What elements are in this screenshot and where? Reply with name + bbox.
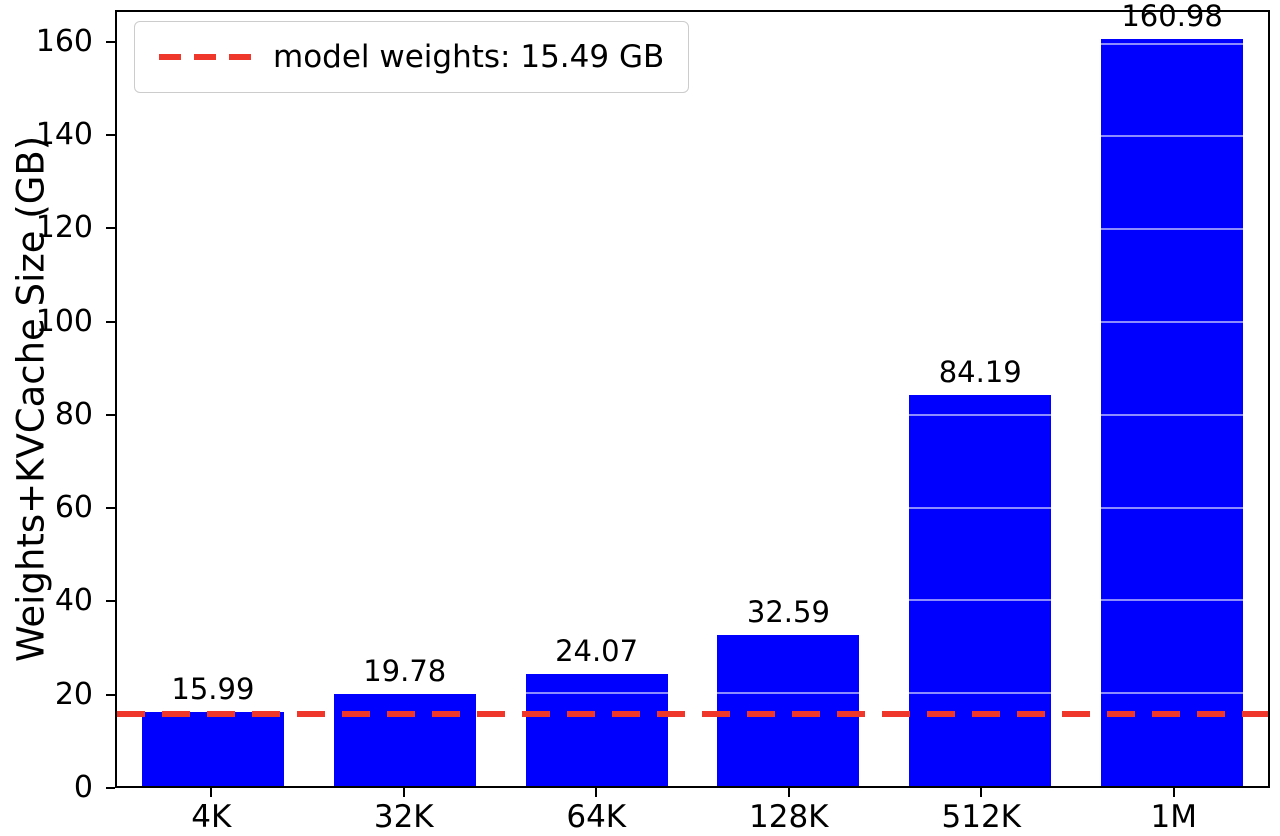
x-tick-label: 32K <box>373 799 434 835</box>
gridline <box>117 135 1268 138</box>
y-tick-mark <box>106 507 115 510</box>
gridline <box>117 599 1268 602</box>
y-tick-label: 100 <box>35 303 93 339</box>
x-tick-mark <box>980 788 983 797</box>
x-tick-label: 64K <box>566 799 627 835</box>
y-tick-label: 160 <box>35 23 93 59</box>
y-tick-label: 60 <box>54 490 93 526</box>
bar-value-label: 32.59 <box>746 594 830 629</box>
x-tick-label: 128K <box>749 799 829 835</box>
x-tick-mark <box>402 788 405 797</box>
y-tick-mark <box>106 693 115 696</box>
x-tick-mark <box>787 788 790 797</box>
y-tick-label: 0 <box>73 770 93 805</box>
bar <box>717 634 860 786</box>
legend-dashed-line-icon <box>159 54 251 60</box>
gridline <box>117 506 1268 509</box>
gridline <box>117 228 1268 231</box>
y-tick-mark <box>106 413 115 416</box>
bar-value-label: 160.98 <box>1121 0 1223 34</box>
bar-value-label: 84.19 <box>938 355 1022 390</box>
y-axis-tick-marks <box>106 10 115 789</box>
y-tick-mark <box>106 787 115 789</box>
bar-value-label: 15.99 <box>171 671 255 706</box>
x-tick-mark <box>210 788 213 797</box>
gridline <box>117 413 1268 416</box>
bar <box>525 674 668 786</box>
y-tick-mark <box>106 40 115 43</box>
plot-area: model weights: 15.49 GB 15.99 19.78 24.07 3… <box>115 2 1270 788</box>
legend-label: model weights: 15.49 GB <box>273 39 665 75</box>
y-tick-label: 120 <box>35 210 93 246</box>
y-tick-label: 140 <box>35 117 93 152</box>
x-tick-label: 1M <box>1150 799 1197 835</box>
y-axis-tick-labels: 0 20 40 60 80 100 120 140 160 <box>0 10 99 802</box>
y-tick-mark <box>106 227 115 230</box>
y-tick-mark <box>106 600 115 603</box>
gridline <box>117 692 1268 695</box>
bar <box>333 694 476 786</box>
y-tick-mark <box>106 320 115 323</box>
model-weights-threshold-line <box>117 711 1268 718</box>
bar-value-label: 24.07 <box>555 634 639 669</box>
legend: model weights: 15.49 GB <box>134 21 690 93</box>
gridline <box>117 320 1268 323</box>
y-tick-mark <box>106 134 115 136</box>
bar <box>909 395 1052 786</box>
bar <box>141 711 284 786</box>
x-tick-mark <box>595 788 598 797</box>
x-tick-mark <box>1172 788 1175 797</box>
bar-value-label: 19.78 <box>363 654 447 689</box>
y-tick-label: 80 <box>54 396 93 432</box>
bar <box>1101 39 1244 786</box>
y-tick-label: 20 <box>54 676 93 712</box>
x-tick-label: 512K <box>941 799 1022 835</box>
x-axis: 4K 32K 64K 128K 512K 1M <box>115 788 1270 835</box>
x-tick-label: 4K <box>191 799 232 835</box>
y-tick-label: 40 <box>54 583 93 619</box>
gridline <box>117 42 1268 45</box>
